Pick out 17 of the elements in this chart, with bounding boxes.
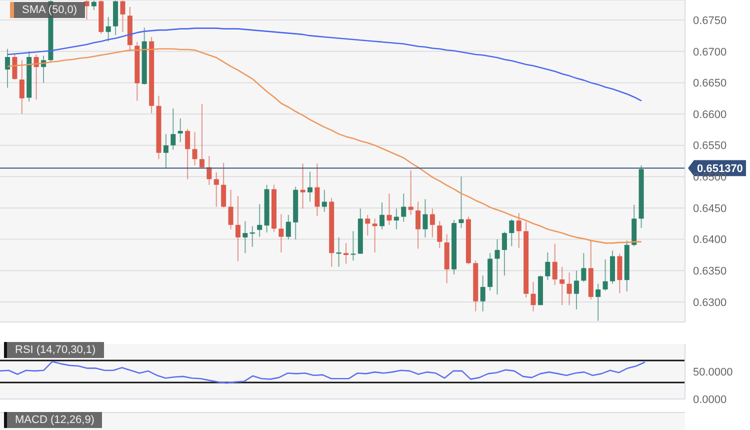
y-tick-label: 0.6650 xyxy=(693,78,727,90)
y-tick-label: 0.0000 xyxy=(693,394,727,406)
y-tick-label: 0.6750 xyxy=(693,14,727,27)
line-series xyxy=(6,28,642,102)
y-tick-label: 50.0000 xyxy=(693,366,733,378)
line-series xyxy=(0,360,646,384)
y-tick-label: 0.6550 xyxy=(693,140,727,152)
y-tick-label: 0.6450 xyxy=(693,202,727,215)
y-tick-label: 0.6700 xyxy=(693,46,727,58)
legend-label: SMA (50,0) xyxy=(10,2,86,18)
chart-title: RSI (14,70,30,1) xyxy=(4,342,104,358)
y-tick-label: 0.6600 xyxy=(693,108,727,121)
y-tick-label: 0.6400 xyxy=(693,234,727,246)
y-tick-label: 0.6300 xyxy=(693,296,727,309)
text: MACD (12,26,9) xyxy=(4,412,102,428)
y-tick-label: 0.6350 xyxy=(693,266,727,278)
line-series xyxy=(6,48,642,244)
